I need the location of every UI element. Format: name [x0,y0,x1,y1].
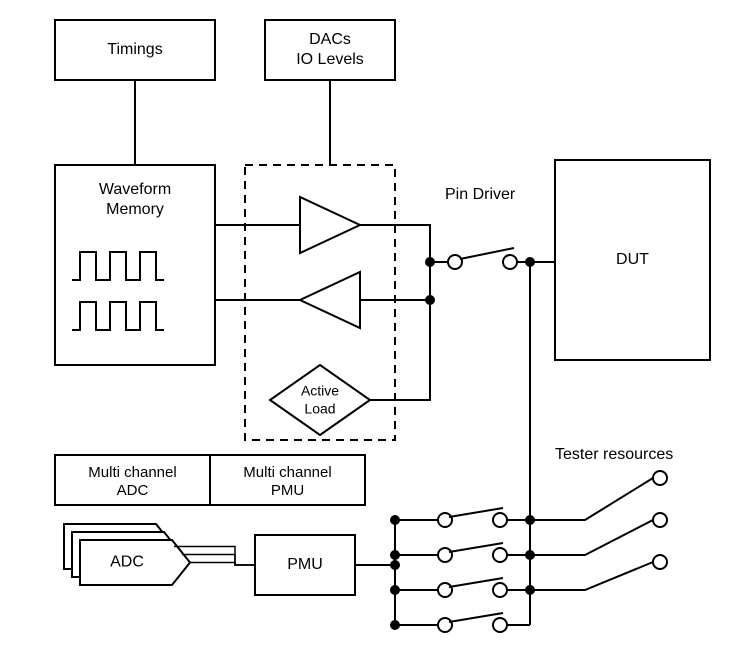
dacs-block [265,20,395,80]
switch-main-term-right [503,255,517,269]
dacs-label-2: IO Levels [296,51,364,68]
active-load-label-1: Active [301,383,339,399]
switch-res-3-left [438,618,452,632]
resource-terminal-0 [653,471,667,485]
switch-res-0-left [438,513,452,527]
waveform-label-2: Memory [106,201,164,218]
dacs-label-1: DACs [309,31,351,48]
switch-res-2-left [438,583,452,597]
switch-res-3-right [493,618,507,632]
multi-pmu-label-2: PMU [271,482,304,499]
switch-main-term-left [448,255,462,269]
junction-nodeA-lower [426,296,434,304]
pmu-label: PMU [287,556,323,573]
dut-label: DUT [616,251,649,268]
resource-terminal-2 [653,555,667,569]
active-load-label-2: Load [304,401,335,417]
switch-res-1-left [438,548,452,562]
timings-label: Timings [107,41,162,58]
multi-pmu-label-1: Multi channel [243,464,331,481]
junction-trunk-top [526,258,534,266]
resource-terminal-1 [653,513,667,527]
adc-label: ADC [110,554,144,571]
multi-adc-label-1: Multi channel [88,464,176,481]
switch-res-1-right [493,548,507,562]
pin-driver-label: Pin Driver [445,186,516,203]
tester-resources-label: Tester resources [555,446,673,463]
junction-pmu-bus [391,561,399,569]
switch-res-2-right [493,583,507,597]
multi-adc-label-2: ADC [117,482,149,499]
waveform-label-1: Waveform [99,181,171,198]
switch-res-0-right [493,513,507,527]
